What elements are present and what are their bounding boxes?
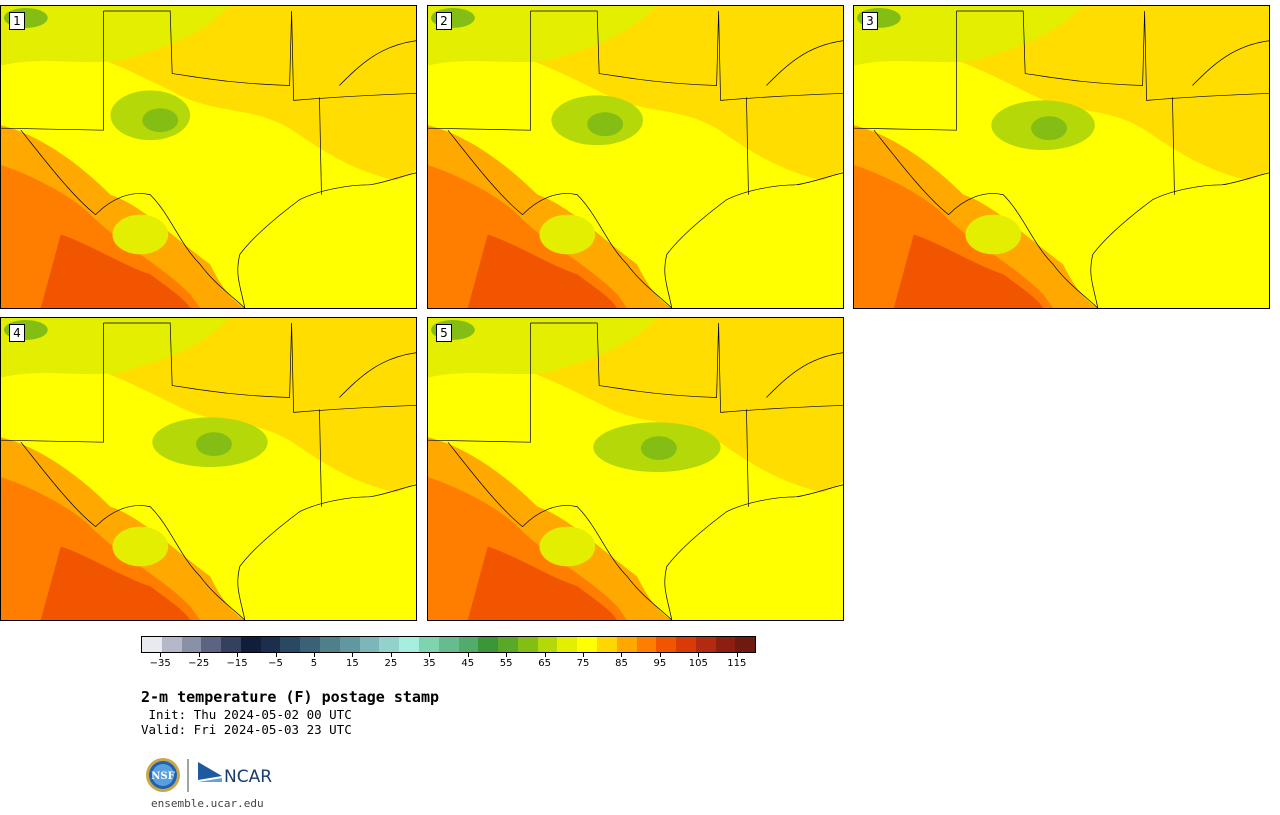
colorbar-tick-mark (352, 653, 354, 657)
colorbar-cell (498, 637, 518, 652)
logos: NSF NCAR (144, 756, 284, 796)
colorbar-tick-mark (275, 653, 277, 657)
colorbar-tick-mark (429, 653, 431, 657)
colorbar-cell (517, 637, 538, 652)
temperature-map (428, 318, 843, 620)
colorbar (141, 636, 756, 653)
temperature-map (1, 318, 416, 620)
colorbar-tick-label: 105 (688, 658, 708, 669)
colorbar-tick-label: 35 (422, 658, 436, 669)
colorbar-cell (735, 637, 756, 652)
colorbar-cell (359, 637, 380, 652)
map-title: 2-m temperature (F) postage stamp (141, 688, 440, 706)
nsf-logo-icon: NSF (146, 758, 180, 792)
colorbar-tick-mark (313, 653, 315, 657)
colorbar-tick-mark (544, 653, 546, 657)
colorbar-cell (478, 637, 499, 652)
colorbar-cell (458, 637, 479, 652)
ncar-logo-icon: NCAR (198, 762, 272, 787)
colorbar-tick-label: 55 (499, 658, 513, 669)
colorbar-cell (240, 637, 261, 652)
panel-number-label: 3 (862, 12, 878, 30)
colorbar-cell (142, 637, 162, 652)
colorbar-tick-mark (160, 653, 162, 657)
colorbar-cell (320, 637, 340, 652)
colorbar-cell (596, 637, 617, 652)
temperature-panel-4: 4 (0, 317, 417, 621)
ncar-logo-text: NCAR (224, 767, 272, 787)
colorbar-cell (715, 637, 736, 652)
colorbar-cell (379, 637, 400, 652)
colorbar-tick-label: 95 (653, 658, 667, 669)
colorbar-tick-label: 65 (538, 658, 551, 669)
colorbar-cell (695, 637, 716, 652)
colorbar-cell (399, 637, 419, 652)
temperature-map (854, 6, 1269, 308)
colorbar-cell (656, 637, 677, 652)
colorbar-tick-mark (621, 653, 623, 657)
colorbar-cell (300, 637, 321, 652)
valid-time: Valid: Fri 2024-05-03 23 UTC (141, 722, 352, 737)
colorbar-tick-mark (736, 653, 738, 657)
colorbar-tick-label: −25 (188, 658, 210, 669)
colorbar-cell (280, 637, 301, 652)
colorbar-tick-label: −15 (226, 658, 248, 669)
colorbar-tick-label: 75 (576, 658, 590, 669)
panel-number-label: 4 (9, 324, 25, 342)
colorbar-cell (616, 637, 637, 652)
colorbar-cell (181, 637, 202, 652)
colorbar-cell (201, 637, 222, 652)
colorbar-tick-mark (237, 653, 239, 657)
colorbar-tick-label: 45 (461, 658, 475, 669)
colorbar-tick-label: −35 (149, 658, 171, 669)
colorbar-cell (161, 637, 182, 652)
temperature-panel-1: 1 (0, 5, 417, 309)
colorbar-cell (339, 637, 360, 652)
init-time: Init: Thu 2024-05-02 00 UTC (141, 707, 352, 722)
colorbar-cell (260, 637, 281, 652)
colorbar-tick-label: 15 (346, 658, 359, 669)
colorbar-ticks: −35 −25 −15 −5 5 15 25 35 45 55 65 75 85 95 105 115 (141, 653, 756, 673)
temperature-map (1, 6, 416, 308)
colorbar-cell (537, 637, 558, 652)
colorbar-cell (221, 637, 241, 652)
colorbar-cell (557, 637, 578, 652)
panel-number-label: 2 (436, 12, 452, 30)
temperature-panel-5: 5 (427, 317, 844, 621)
panel-number-label: 1 (9, 12, 25, 30)
colorbar-tick-label: 25 (384, 658, 398, 669)
nsf-logo-text: NSF (151, 771, 174, 782)
colorbar-cell (418, 637, 439, 652)
temperature-map (428, 6, 843, 308)
panel-number-label: 5 (436, 324, 452, 342)
temperature-panel-3: 3 (853, 5, 1270, 309)
colorbar-cell (676, 637, 696, 652)
colorbar-tick-mark (506, 653, 508, 657)
colorbar-tick-label: 115 (727, 658, 747, 669)
colorbar-tick-mark (583, 653, 585, 657)
colorbar-tick-mark (390, 653, 392, 657)
colorbar-cell (438, 637, 459, 652)
colorbar-tick-mark (659, 653, 661, 657)
temperature-panel-2: 2 (427, 5, 844, 309)
colorbar-tick-mark (698, 653, 700, 657)
colorbar-tick-label: 5 (310, 658, 318, 669)
colorbar-tick-mark (198, 653, 200, 657)
colorbar-tick-mark (467, 653, 469, 657)
website-url: ensemble.ucar.edu (151, 797, 264, 810)
colorbar-tick-label: 85 (615, 658, 628, 669)
colorbar-tick-label: −5 (268, 658, 283, 669)
colorbar-cell (636, 637, 657, 652)
colorbar-cell (577, 637, 597, 652)
